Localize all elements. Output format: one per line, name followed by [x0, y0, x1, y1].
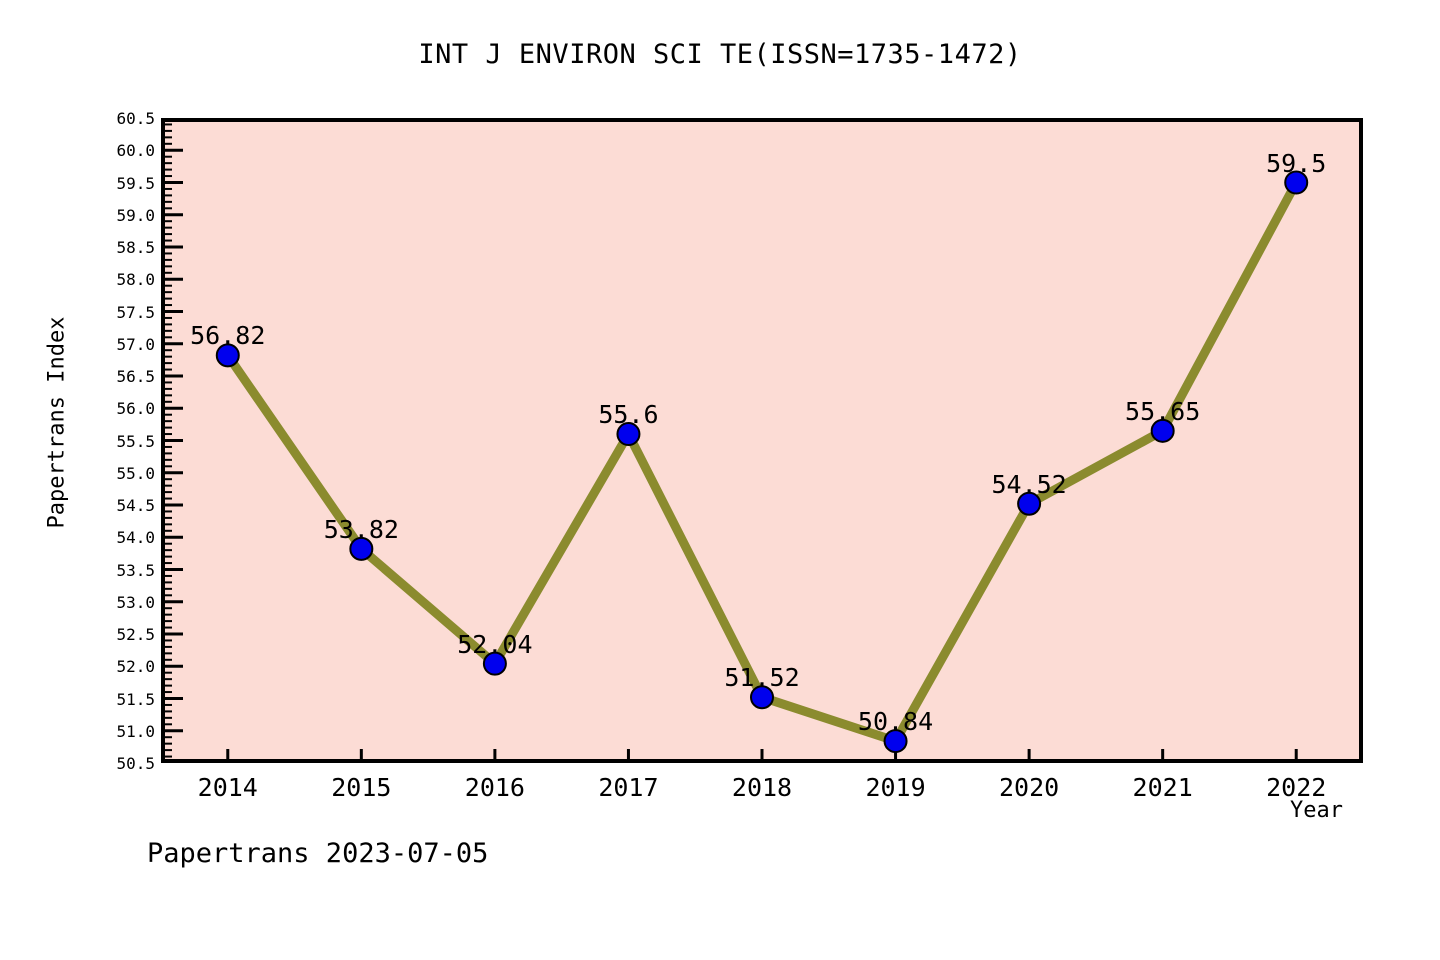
- y-major-ticks: [161, 118, 183, 763]
- x-major-ticks: [226, 749, 1298, 763]
- data-point-marker: [1150, 418, 1175, 443]
- footer-note: Papertrans 2023-07-05: [147, 838, 489, 869]
- y-tick-label: 53.0: [116, 592, 155, 612]
- data-point-marker: [482, 651, 507, 676]
- y-tick-label: 57.5: [116, 302, 155, 322]
- data-point-marker: [616, 422, 641, 447]
- x-tick-label: 2020: [999, 773, 1060, 802]
- data-point-label: 53.82: [323, 514, 399, 544]
- y-axis-title: Papertrans Index: [44, 316, 70, 529]
- x-tick-label: 2018: [731, 773, 793, 802]
- plot-canvas: [161, 118, 1309, 763]
- data-point-label: 55.6: [598, 400, 659, 430]
- x-tick-label: 2014: [197, 773, 258, 802]
- data-point-label: 59.5: [1266, 148, 1327, 178]
- x-tick-label: 2021: [1132, 773, 1193, 802]
- y-tick-label: 54.0: [116, 528, 155, 548]
- y-tick-label: 59.5: [116, 173, 155, 193]
- y-tick-label: 60.5: [116, 109, 155, 128]
- data-point-label: 50.84: [857, 707, 934, 737]
- page-title: INT J ENVIRON SCI TE(ISSN=1735-1472): [418, 39, 1022, 70]
- data-point-marker: [883, 729, 908, 754]
- y-tick-label: 56.5: [116, 367, 155, 386]
- x-tick-label: 2019: [865, 773, 926, 802]
- data-point-label: 54.52: [991, 469, 1067, 499]
- data-point-label: 51.52: [724, 663, 800, 693]
- y-tick-label: 50.5: [116, 754, 155, 773]
- data-point-label: 56.82: [190, 321, 266, 351]
- x-tick-label: 2022: [1266, 773, 1327, 802]
- y-tick-label: 59.0: [116, 205, 155, 225]
- data-point-marker: [750, 685, 774, 710]
- data-point-label: 52.04: [457, 629, 533, 659]
- y-tick-label: 55.0: [116, 463, 155, 483]
- y-tick-label: 52.5: [116, 625, 155, 644]
- data-point-marker: [215, 343, 240, 368]
- x-tick-label: 2016: [464, 773, 525, 802]
- y-tick-label: 58.5: [116, 238, 155, 257]
- x-axis-title: Year: [1290, 798, 1343, 823]
- data-series-line: [223, 178, 1301, 746]
- y-tick-label: 57.0: [116, 334, 155, 354]
- y-tick-label: 60.0: [116, 141, 155, 161]
- data-point-marker: [1017, 491, 1042, 516]
- y-tick-label: 54.5: [116, 496, 155, 515]
- y-tick-label: 51.5: [116, 689, 155, 709]
- data-point-marker: [1284, 170, 1309, 195]
- y-tick-label: 52.0: [116, 657, 155, 677]
- data-point-label: 55.65: [1125, 396, 1201, 426]
- y-tick-label: 55.5: [116, 431, 155, 451]
- data-point-marker: [349, 536, 374, 561]
- y-tick-label: 53.5: [116, 560, 155, 580]
- y-tick-label: 51.0: [116, 721, 155, 741]
- y-tick-label: 58.0: [116, 270, 155, 290]
- x-tick-label: 2015: [331, 773, 392, 802]
- x-tick-label: 2017: [598, 773, 659, 802]
- y-tick-label: 56.0: [116, 399, 155, 419]
- data-point-markers: [215, 170, 1309, 754]
